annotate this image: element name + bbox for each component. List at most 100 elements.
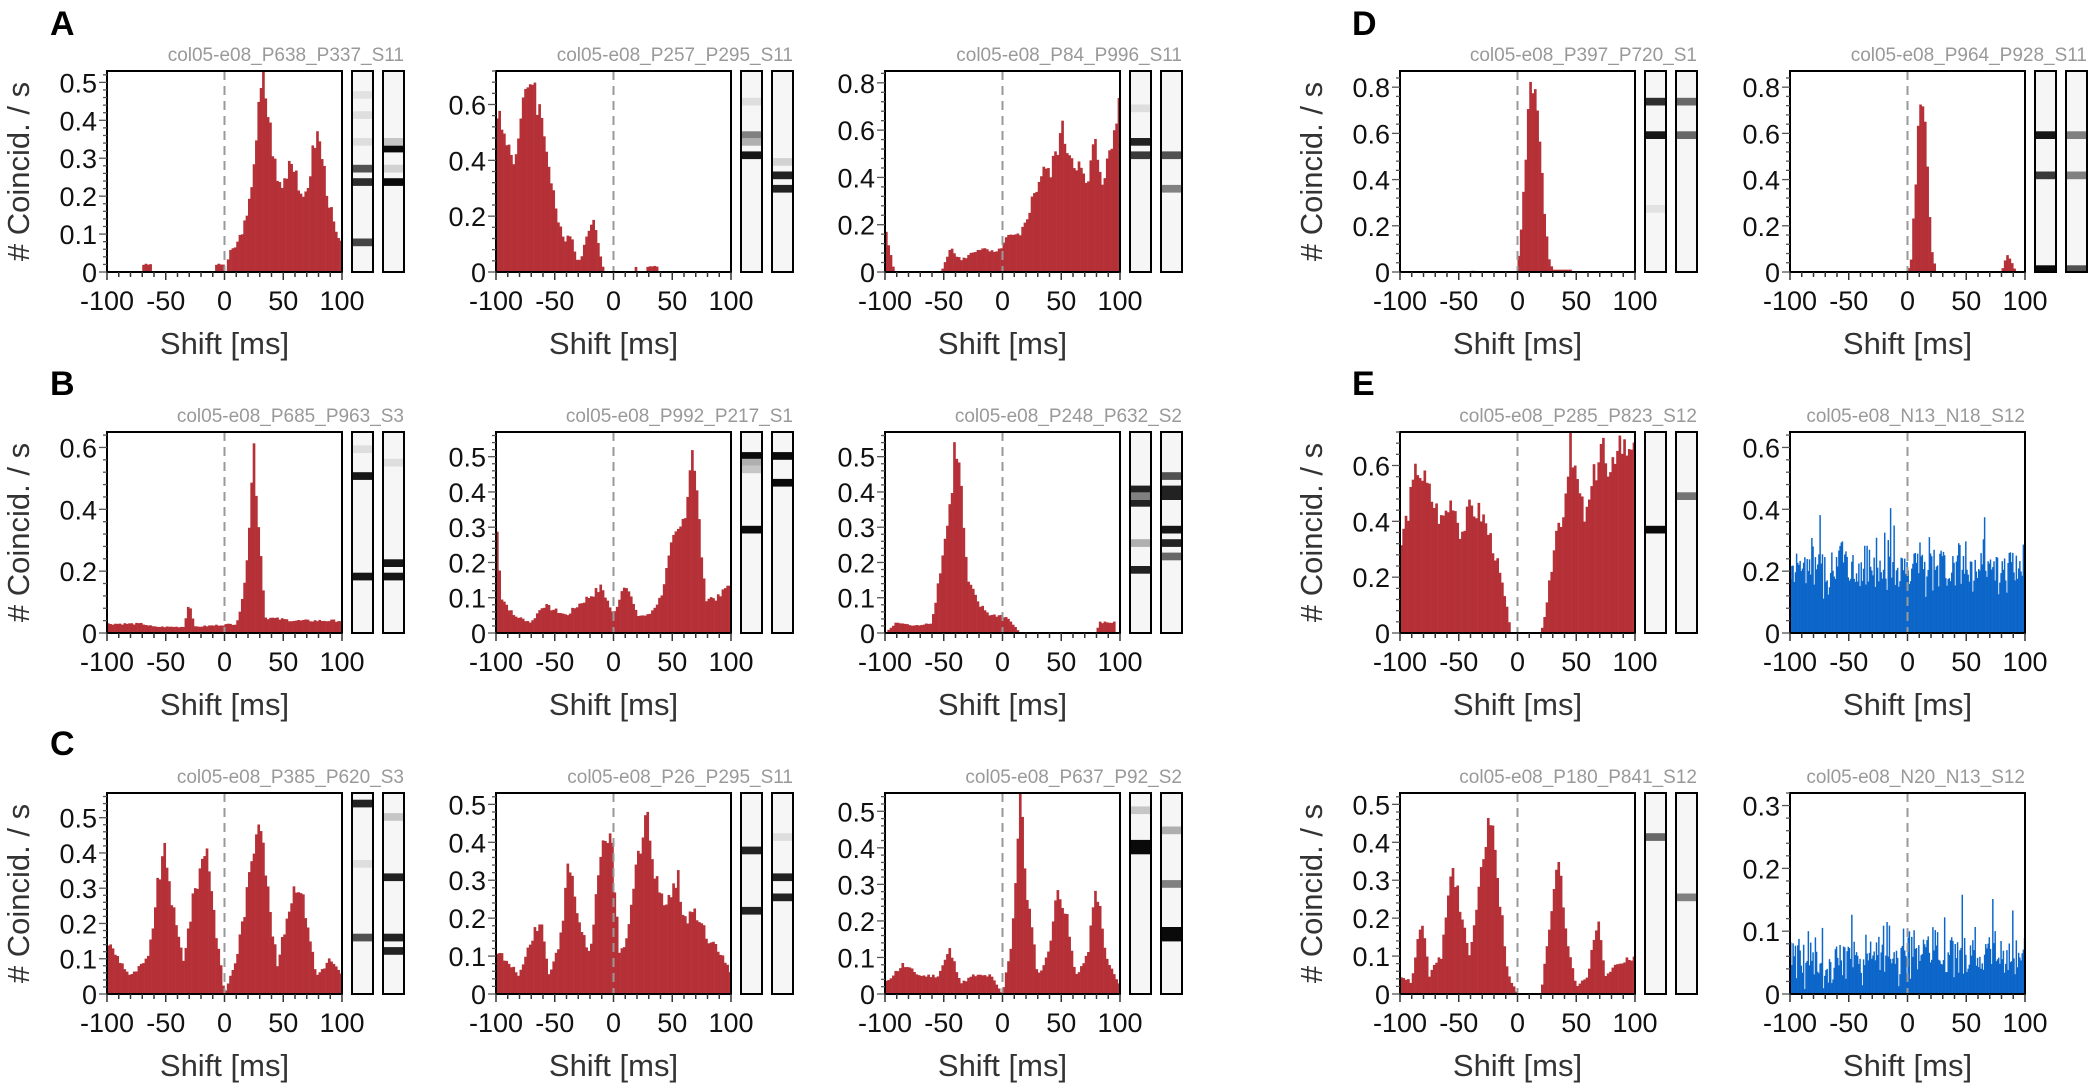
histogram-bar (1975, 965, 1978, 994)
histogram-bar (313, 147, 317, 272)
histogram-bar (339, 240, 343, 272)
x-tick-label: -50 (146, 286, 185, 316)
histogram-bar (278, 182, 282, 272)
histogram-bar (1018, 235, 1022, 272)
histogram-bar (1519, 229, 1523, 272)
histogram-bar (1802, 562, 1805, 633)
x-tick-label: -100 (858, 647, 912, 677)
histogram-bar (306, 619, 310, 633)
histogram-bar (243, 582, 246, 633)
strip-band (1130, 138, 1151, 146)
histogram-bar (1030, 196, 1034, 272)
histogram-bar (1845, 551, 1847, 633)
y-tick-label: 0.4 (1742, 166, 1780, 196)
histogram-bar (651, 859, 654, 994)
histogram-bar (632, 603, 635, 633)
histogram-bar (1555, 269, 1558, 272)
histogram-bar (1987, 943, 1989, 994)
histogram-bar (948, 948, 952, 994)
significance-strip (351, 70, 374, 273)
histogram-bar (559, 226, 563, 272)
panel-title: col05-e08_P397_P720_S1 (1470, 45, 1697, 66)
histogram-bar (2016, 578, 2019, 633)
histogram-bar (1110, 968, 1114, 994)
x-tick-label: -50 (1829, 1008, 1868, 1038)
histogram-bar (953, 961, 956, 994)
histogram-bar (1871, 958, 1873, 994)
x-axis-label: Shift [ms] (1843, 1048, 1972, 1083)
x-tick-label: 50 (1046, 647, 1076, 677)
histogram-bar (1559, 526, 1563, 633)
histogram-bar (1805, 583, 1807, 633)
x-tick-label: 50 (268, 647, 298, 677)
x-tick-label: 50 (268, 1008, 298, 1038)
histogram-bar (1954, 585, 1956, 633)
histogram-bar (641, 615, 645, 633)
strip-band (1161, 525, 1182, 534)
histogram-bar (1813, 584, 1815, 633)
histogram-bar (137, 966, 141, 994)
histogram-bar (1872, 575, 1874, 633)
strip-band (2066, 131, 2087, 139)
histogram-bar (280, 936, 284, 994)
significance-strip (1129, 792, 1152, 995)
strip-background (352, 793, 373, 994)
histogram-bar (212, 625, 216, 633)
histogram-bar (993, 251, 996, 272)
histogram-bar (323, 620, 326, 633)
histogram-bar (639, 615, 642, 633)
histogram-bar (615, 606, 619, 633)
histogram-bar (1070, 950, 1074, 994)
histogram-bar (1084, 182, 1088, 272)
histogram-bar (184, 948, 188, 994)
strip-band (1645, 131, 1666, 139)
x-tick-label: -100 (80, 286, 134, 316)
histogram-bar (1909, 581, 1912, 633)
x-tick-label: 0 (1900, 286, 1915, 316)
histogram-bar (676, 870, 680, 994)
histogram-bar (587, 950, 591, 994)
histogram-bar (528, 84, 532, 272)
histogram-bar (726, 964, 729, 994)
x-tick-label: 100 (708, 1008, 753, 1038)
histogram-bar (287, 160, 291, 272)
histogram-bar (1888, 925, 1891, 994)
histogram-bar (2009, 552, 2012, 633)
strip-frame (740, 792, 763, 995)
histogram-bar (1858, 963, 1860, 994)
histogram-bar (245, 215, 249, 272)
significance-strip (771, 792, 794, 995)
histogram-bar (1862, 568, 1865, 633)
histogram-bar (1990, 963, 1993, 994)
histogram-bar (986, 976, 989, 994)
histogram-bar (1087, 181, 1090, 272)
histogram-bar (997, 248, 1001, 272)
x-tick-label: -100 (80, 1008, 134, 1038)
strip-background (1130, 793, 1151, 994)
x-tick-label: 100 (2002, 647, 2047, 677)
histogram-bar (920, 975, 923, 994)
y-tick-label: 0 (471, 980, 486, 1010)
histogram-bar (114, 623, 117, 633)
histogram-bar (229, 975, 232, 994)
histogram-bar (264, 98, 268, 272)
histogram-bar (554, 608, 558, 633)
histogram-bar (109, 624, 112, 633)
histogram-bar (1479, 867, 1483, 994)
histogram-bar (1856, 955, 1859, 994)
histogram-bar (988, 251, 992, 272)
histogram-bar (273, 617, 277, 633)
histogram-bar (1475, 909, 1478, 994)
histogram-bar (1892, 958, 1894, 994)
histogram-bar (1538, 141, 1542, 272)
histogram-bar (198, 868, 202, 994)
strip-band (383, 572, 404, 581)
histogram-bar (1103, 947, 1107, 994)
histogram-bar (1611, 967, 1615, 994)
histogram-bars (496, 450, 732, 633)
histogram-bar (327, 207, 331, 272)
histogram-bar (1884, 971, 1886, 994)
y-tick-label: 0.2 (59, 557, 97, 587)
histogram-bars (142, 71, 343, 273)
histogram-bar (1454, 511, 1457, 633)
